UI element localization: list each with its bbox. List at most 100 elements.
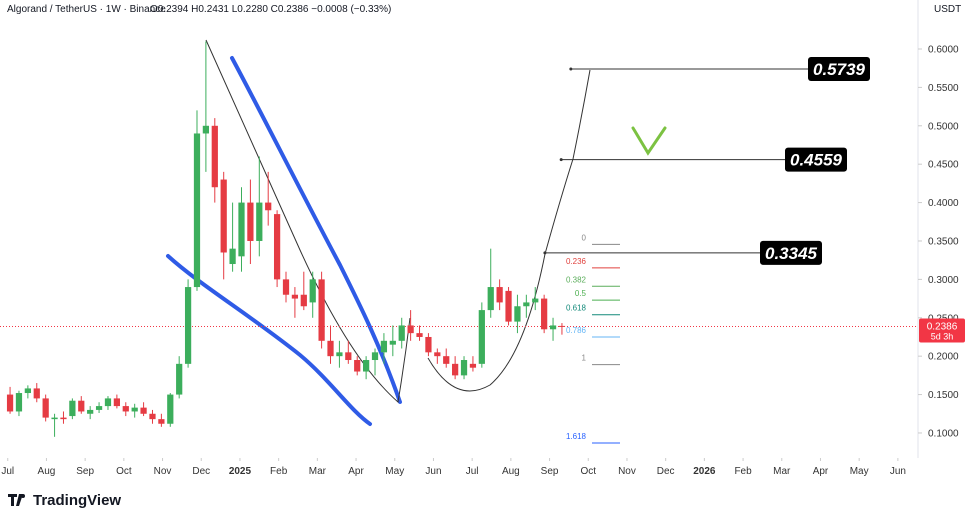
x-tick-label: Nov [154,466,172,477]
x-tick-label: Jul [1,466,14,477]
candle-body [416,333,423,337]
candle-body [282,279,290,295]
candle-body [95,406,103,410]
candle-body [558,325,566,327]
projection-curve [427,69,591,392]
y-tick-label: 0.5000 [928,121,959,132]
candle-body [184,287,192,364]
candle-body [78,400,85,412]
target-box [760,240,822,265]
x-tick-label: 2026 [693,466,716,477]
candle-body [407,325,414,334]
candle-body [247,202,254,241]
candle-body [104,398,112,407]
x-tick-label: Nov [618,466,636,477]
candle-body [211,125,218,188]
candle-body [113,398,120,407]
candle-body [505,290,512,322]
target-label: 0.5739 [813,60,866,79]
candle-body [158,419,165,424]
x-tick-label: Feb [270,466,288,477]
candle-body [514,306,521,322]
candle-body [193,133,201,288]
target-anchor [543,251,547,255]
candle-body [220,179,227,253]
candle-body [51,417,58,420]
x-tick-label: Sep [76,466,94,477]
candle-body [443,356,450,364]
x-tick-label: Jul [466,466,479,477]
candle-body [460,360,468,376]
candle-body [265,202,272,211]
candle-body [291,294,299,299]
x-tick-label: 2025 [229,466,252,477]
x-tick-label: May [850,466,869,477]
candle-body [149,413,156,420]
fib-label: 0.236 [566,257,587,266]
target-box [785,147,847,172]
fib-label: 0.786 [566,326,587,335]
candle-body [33,388,40,399]
candle-body [24,388,31,394]
candle-body [309,279,316,303]
fib-label: 1 [582,354,587,363]
x-tick-label: Apr [813,466,829,477]
target-box [808,57,870,82]
candle-body [549,325,557,330]
logo-dot [21,494,25,498]
candle-body [256,202,263,241]
y-tick-label: 0.4500 [928,160,959,171]
candle-body [238,202,245,257]
fib-label: 1.618 [566,432,587,441]
candle-body [202,125,210,134]
candle-body [469,363,477,368]
target-anchor [569,67,573,71]
x-tick-label: Oct [580,466,596,477]
fib-label: 0.5 [575,289,587,298]
candle-body [380,340,388,353]
x-tick-label: Aug [38,466,56,477]
ohlc-readout: O0.2394 H0.2431 L0.2280 C0.2386 −0.0008 … [150,4,391,15]
candle-body [389,340,396,345]
candle-body [345,352,352,361]
y-tick-label: 0.3000 [928,275,959,286]
y-tick-label: 0.5500 [928,83,959,94]
candle-body [434,352,441,357]
candle-body [318,279,325,341]
y-tick-label: 0.2000 [928,352,959,363]
x-tick-label: Aug [502,466,520,477]
candle-body [523,302,530,307]
x-tick-label: Sep [541,466,559,477]
tradingview-logo: TradingView [8,492,121,509]
candle-body [452,363,459,376]
candle-body [122,406,129,412]
trend-line [230,56,402,404]
target-label: 0.4559 [790,151,843,170]
candle-body [363,360,370,372]
candle-body [496,287,503,303]
fib-label: 0.382 [566,275,587,284]
candle-body [140,407,147,414]
y-tick-label: 0.6000 [928,44,959,55]
candle-body [300,294,307,307]
candle-body [371,352,379,361]
y-tick-label: 0.1500 [928,390,959,401]
countdown: 5d 3h [931,332,954,342]
fib-label: 0 [582,233,587,242]
candle-body [532,298,539,303]
candle-body [167,394,174,424]
x-tick-label: Jun [425,466,441,477]
candle-body [60,417,67,420]
candle-body [541,298,548,330]
candle-body [229,248,236,265]
target-label: 0.3345 [765,244,818,263]
x-tick-label: Mar [309,466,327,477]
x-tick-label: May [385,466,404,477]
candle-body [87,409,94,414]
last-price-label: 0.2386 [927,322,958,333]
candle-body [327,340,334,357]
x-tick-label: Mar [773,466,791,477]
y-tick-label: 0.4000 [928,198,959,209]
